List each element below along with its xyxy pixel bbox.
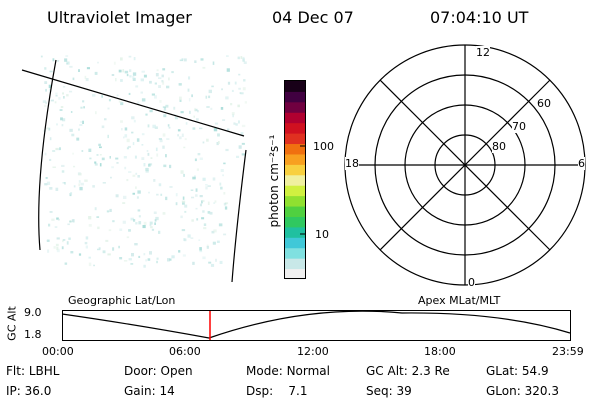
longitude-line-left bbox=[38, 59, 57, 251]
footer-dsp: Dsp: 7.1 bbox=[246, 384, 308, 398]
mlt-label-0: 0 bbox=[468, 276, 475, 289]
mlt-label-6: 6 bbox=[578, 157, 585, 170]
aurora-speckles bbox=[40, 55, 247, 268]
mlat-label-60: 60 bbox=[537, 97, 551, 110]
altitude-curve bbox=[62, 310, 571, 339]
colorbar-unit-label: photon cm⁻²s⁻¹ bbox=[267, 134, 281, 228]
geographic-label: Geographic Lat/Lon bbox=[68, 294, 176, 307]
footer-gc-alt: GC Alt: 2.3 Re bbox=[366, 364, 450, 378]
footer-seq: Seq: 39 bbox=[366, 384, 412, 398]
polar-mlat-mlt-plot bbox=[344, 44, 586, 286]
colorbar-tick-100: 100 bbox=[313, 140, 334, 153]
footer-glon: GLon: 320.3 bbox=[486, 384, 559, 398]
xtick-0600: 06:00 bbox=[169, 345, 201, 358]
date-label: 04 Dec 07 bbox=[272, 8, 354, 27]
xtick-1200: 12:00 bbox=[297, 345, 329, 358]
xtick-2359: 23:59 bbox=[552, 345, 584, 358]
mlt-label-18: 18 bbox=[345, 157, 359, 170]
latitude-line bbox=[21, 69, 245, 137]
footer-filter: Flt: LBHL bbox=[6, 364, 60, 378]
altitude-ylabel: GC Alt bbox=[5, 306, 19, 341]
altitude-plot bbox=[62, 310, 571, 341]
colorbar-tick-10: 10 bbox=[315, 228, 329, 241]
uv-image-panel bbox=[21, 55, 247, 283]
footer-mode: Mode: Normal bbox=[246, 364, 330, 378]
footer-ip: IP: 36.0 bbox=[6, 384, 52, 398]
mlat-label-70: 70 bbox=[512, 120, 526, 133]
time-label: 07:04:10 UT bbox=[430, 8, 529, 27]
altitude-ytick-min: 1.8 bbox=[24, 328, 42, 341]
mlt-label-12: 12 bbox=[476, 46, 490, 59]
xtick-1800: 18:00 bbox=[424, 345, 456, 358]
colorbar bbox=[284, 80, 306, 280]
instrument-title: Ultraviolet Imager bbox=[47, 8, 192, 27]
footer-glat: GLat: 54.9 bbox=[486, 364, 549, 378]
mlat-label-80: 80 bbox=[492, 140, 506, 153]
xtick-0000: 00:00 bbox=[42, 345, 74, 358]
footer-door: Door: Open bbox=[124, 364, 193, 378]
altitude-ytick-max: 9.0 bbox=[24, 306, 42, 319]
longitude-line-right bbox=[231, 149, 247, 283]
footer-gain: Gain: 14 bbox=[124, 384, 175, 398]
apex-label: Apex MLat/MLT bbox=[418, 294, 501, 307]
